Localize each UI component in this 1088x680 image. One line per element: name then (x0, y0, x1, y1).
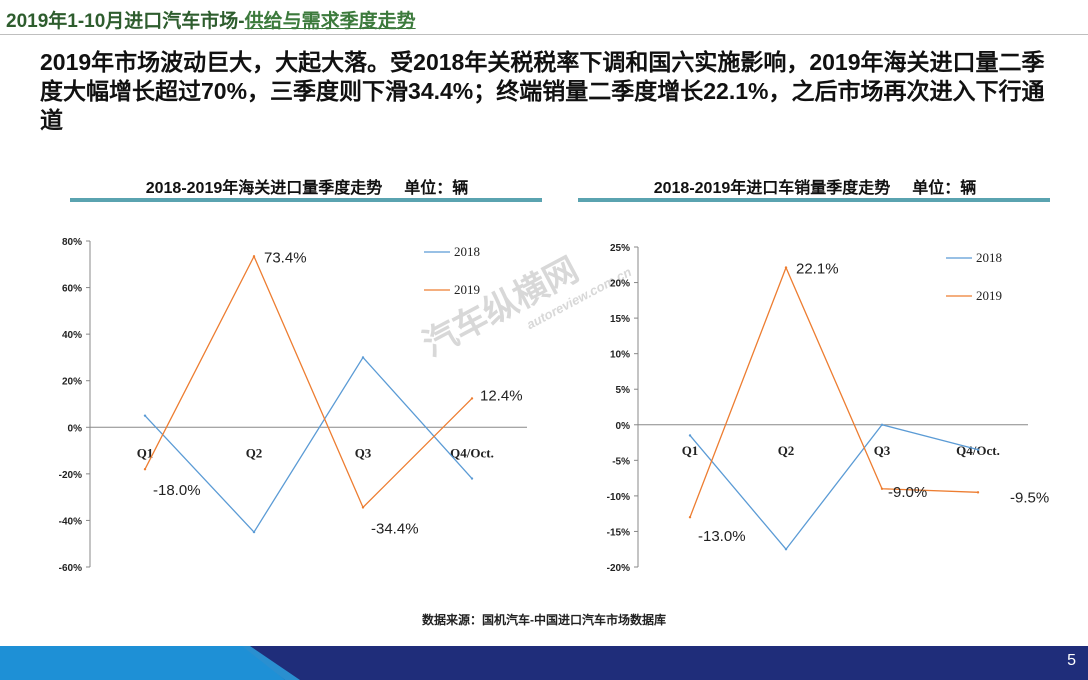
data-point-2018 (470, 477, 474, 480)
left-chart-rule (70, 198, 542, 202)
legend-label-2018: 2018 (454, 244, 480, 259)
series-line-2019 (144, 254, 473, 509)
data-point-2019 (252, 255, 256, 258)
x-tick-label: Q4/Oct. (450, 445, 494, 460)
right-chart-unit: 单位：辆 (912, 180, 977, 197)
x-tick-label: Q1 (137, 445, 154, 460)
y-tick-label: 25% (610, 243, 630, 254)
x-tick-label: Q2 (246, 445, 263, 460)
x-tick-label: Q1 (682, 443, 699, 458)
data-label: -13.0% (698, 528, 746, 545)
page-number: 5 (1067, 652, 1076, 669)
footer-band (0, 646, 1088, 680)
page-title-accent: 供给与需求季度走势 (244, 11, 416, 32)
footer-light-stripe (0, 646, 300, 680)
y-tick-label: 0% (616, 421, 631, 432)
y-tick-label: -20% (607, 563, 630, 574)
data-point-2018 (784, 548, 788, 551)
legend-label-2019: 2019 (976, 288, 1002, 303)
y-tick-label: 40% (62, 330, 82, 341)
y-tick-label: 60% (62, 284, 82, 295)
data-label: 73.4% (264, 249, 307, 266)
y-tick-label: 20% (610, 279, 630, 290)
data-point-2019 (784, 266, 788, 269)
right-line-chart: 25%20%15%10%5%0%-5%-10%-15%-20%Q1 Q2 Q3 Q4/… (607, 243, 1050, 574)
left-chart-unit: 单位：辆 (404, 180, 469, 197)
y-tick-label: -40% (59, 516, 82, 527)
legend-label-2019: 2019 (454, 282, 480, 297)
right-chart-title-text: 2018-2019年进口车销量季度走势 (653, 180, 891, 197)
y-tick-label: 15% (610, 314, 630, 325)
data-point-2018 (143, 414, 147, 417)
series-line-2018 (689, 424, 979, 551)
y-tick-label: 0% (68, 423, 83, 434)
data-point-2019 (880, 487, 884, 490)
footer-accent (242, 646, 300, 680)
title-divider (0, 34, 1088, 35)
legend-label-2018: 2018 (976, 250, 1002, 265)
y-tick-label: 5% (616, 385, 631, 396)
series-line-2018 (144, 356, 473, 534)
left-chart-title: 2018-2019年海关进口量季度走势 单位：辆 (70, 174, 544, 198)
y-tick-label: -60% (59, 563, 82, 574)
y-tick-label: -10% (607, 492, 630, 503)
y-tick-label: 10% (610, 350, 630, 361)
data-label: -9.0% (888, 484, 927, 501)
data-point-2019 (688, 516, 692, 519)
data-point-2018 (688, 434, 692, 437)
data-label: -18.0% (153, 482, 201, 499)
left-chart-title-text: 2018-2019年海关进口量季度走势 (145, 180, 383, 197)
footer-dark-band (245, 646, 1088, 680)
x-tick-label: Q3 (874, 443, 891, 458)
page-title-main: 2019年1-10月进口汽车市场- (6, 11, 245, 32)
y-tick-label: -20% (59, 470, 82, 481)
data-label: 12.4% (480, 387, 523, 404)
data-label: -34.4% (371, 520, 419, 537)
data-point-2019 (976, 491, 980, 494)
left-line-chart: 80% 60% 40% 20% 0% -20% -40% -60% Q1 Q2 Q3 Q4/Oct. -… (59, 237, 527, 574)
page-title: 2019年1-10月进口汽车市场-供给与需求季度走势 (6, 6, 416, 33)
data-label: -9.5% (1010, 489, 1049, 506)
right-chart-title: 2018-2019年进口车销量季度走势 单位：辆 (578, 174, 1052, 198)
data-label: 22.1% (796, 261, 839, 278)
data-point-2018 (361, 356, 365, 359)
y-tick-label: -5% (612, 456, 630, 467)
x-tick-label: Q2 (778, 443, 795, 458)
series-line-2019 (689, 265, 979, 518)
y-tick-label: -15% (607, 527, 630, 538)
data-point-2018 (252, 530, 256, 534)
data-point-2019 (470, 397, 474, 400)
data-point-2018 (880, 423, 884, 426)
data-point-2019 (143, 468, 147, 471)
data-point-2019 (361, 506, 365, 509)
data-point-2018 (976, 448, 980, 451)
y-tick-label: 20% (62, 377, 82, 388)
right-chart-rule (578, 198, 1050, 202)
headline-text: 2019年市场波动巨大，大起大落。受2018年关税税率下调和国六实施影响，201… (40, 49, 1045, 133)
y-tick-label: 80% (62, 237, 82, 248)
x-tick-label: Q3 (355, 445, 372, 460)
data-source-note: 数据来源：国机汽车-中国进口汽车市场数据库 (422, 613, 666, 627)
